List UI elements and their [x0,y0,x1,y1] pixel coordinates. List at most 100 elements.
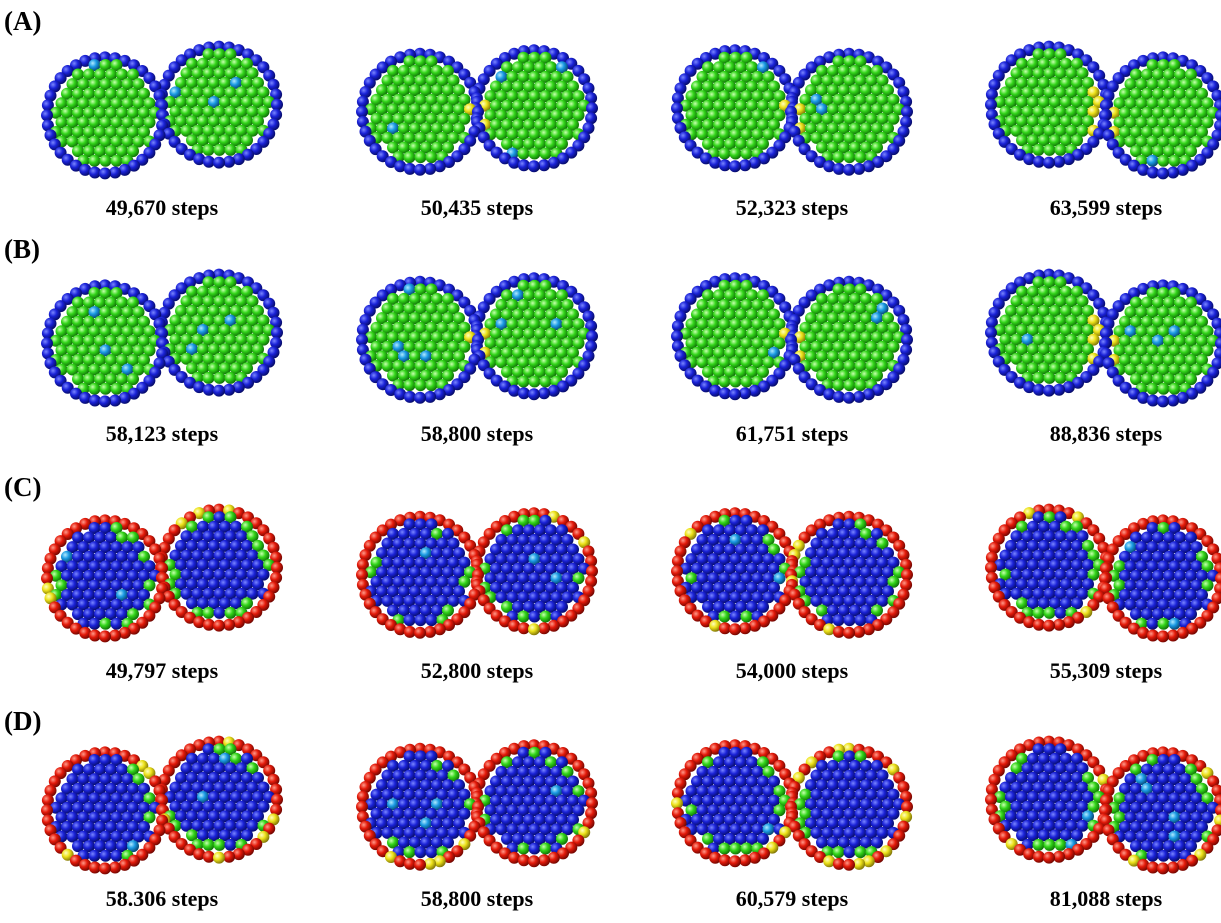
atom [66,579,79,592]
atom [66,541,79,554]
atom [735,80,747,93]
atom [1146,811,1159,824]
atom [83,334,95,347]
atom [578,768,591,781]
atom [213,762,226,775]
atom [263,69,276,82]
atom [901,105,913,118]
step-caption: 55,309 steps [1050,658,1163,683]
atom [838,566,850,579]
atom [988,78,1001,91]
atom [180,568,193,581]
atom [1032,838,1045,851]
atom [442,779,454,792]
atom [561,804,574,817]
atom [1141,801,1153,814]
atom [691,99,703,112]
atom [186,57,198,70]
atom [1128,159,1140,172]
atom [66,135,79,148]
atom [1021,800,1034,813]
atom [392,556,405,569]
atom [746,99,758,112]
atom [1060,304,1072,317]
atom [821,556,834,569]
atom [871,836,883,849]
atom [538,387,551,400]
atom [1010,762,1023,775]
atom [436,556,449,569]
atom [252,343,264,356]
atom [1076,67,1089,80]
atom [197,520,209,533]
atom [539,90,552,103]
atom [539,823,552,836]
atom [1146,792,1159,805]
atom [805,585,817,598]
atom [718,765,731,778]
atom [232,153,245,166]
atom [241,324,253,336]
atom [572,572,585,585]
atom [1146,617,1159,630]
atom [860,836,872,849]
atom [271,793,283,806]
atom [116,763,128,776]
atom [702,581,714,594]
atom [702,289,714,302]
atom [545,562,557,575]
atom [799,112,812,125]
atom [468,353,481,366]
atom [48,308,61,321]
atom [175,578,187,591]
atom [143,325,156,338]
atom [453,566,465,579]
atom [105,68,117,81]
atom [1179,560,1192,573]
atom [403,826,416,839]
atom [1157,59,1170,71]
atom [872,851,884,863]
atom [365,566,377,579]
atom [1146,830,1159,843]
atom [442,312,454,325]
atom [1065,800,1078,813]
atom [156,562,169,575]
atom [816,64,828,77]
atom [550,298,563,311]
atom [567,99,579,112]
atom [751,128,764,141]
atom [180,800,193,813]
atom [398,64,410,77]
atom [735,346,747,359]
atom [398,779,410,792]
atom [186,559,198,571]
atom [1135,306,1148,319]
atom [409,122,421,135]
atom [94,334,106,347]
atom [270,108,283,121]
atom [539,337,552,350]
atom [838,779,850,792]
atom [202,850,215,863]
atom [241,520,253,533]
atom [213,48,226,61]
atom [1168,849,1181,862]
atom [1027,752,1039,765]
atom [88,617,101,630]
atom [132,306,145,319]
atom [1043,781,1056,794]
atom [823,160,836,173]
atom [517,51,530,64]
atom [1023,272,1036,285]
atom [175,96,187,108]
atom [425,594,438,607]
atom [1082,304,1094,317]
atom [270,336,283,349]
atom [191,295,204,308]
atom [1185,315,1197,328]
atom [585,575,598,588]
atom [512,365,524,378]
atom [773,785,786,798]
atom [501,61,513,74]
